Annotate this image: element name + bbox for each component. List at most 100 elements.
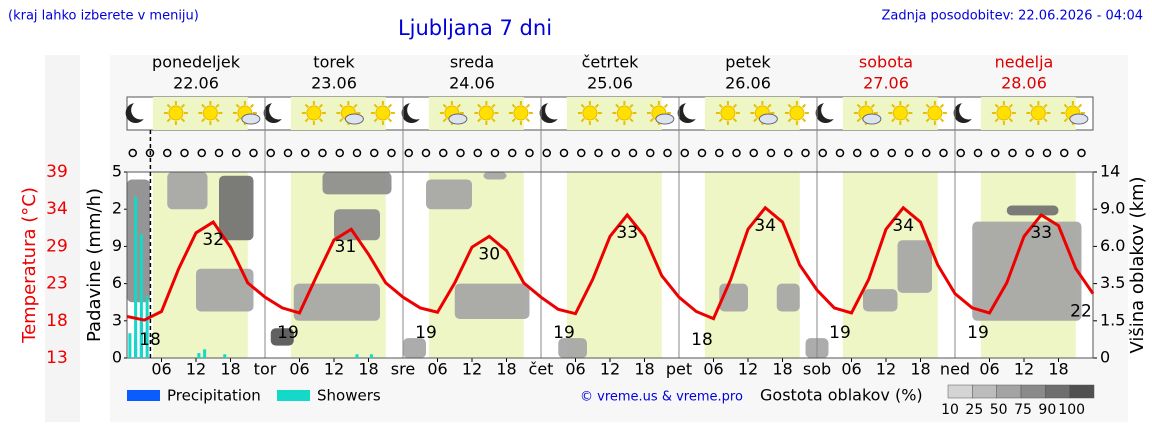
sun-ray — [491, 117, 496, 123]
wind-calm — [352, 148, 362, 158]
y3-tick-label: 9.0 — [1100, 199, 1125, 218]
y3-tick-label: 1.5 — [1100, 310, 1125, 329]
cloud-block — [776, 283, 800, 312]
sun-ray — [373, 103, 378, 109]
sun-ray — [477, 103, 482, 109]
day-date: 22.06 — [173, 74, 219, 93]
sun-ray — [353, 103, 358, 109]
wind-calm — [456, 148, 465, 158]
density-tick-label: 25 — [965, 402, 983, 418]
y3-label: Višina oblakov (km) — [1127, 176, 1148, 353]
day-name: nedelja — [995, 53, 1054, 72]
sun-ray — [787, 117, 792, 123]
y2-tick-label: 3 — [112, 310, 122, 329]
wind-calm — [421, 148, 431, 158]
density-swatch — [972, 384, 997, 399]
cloud-block — [972, 221, 1082, 321]
daylight — [566, 172, 662, 358]
wind-calm — [922, 148, 931, 158]
cloud-icon — [241, 113, 261, 125]
x-tick-label: 12 — [1014, 360, 1034, 379]
cloud-block — [483, 172, 507, 180]
x-tick-label: 06 — [979, 360, 999, 379]
sun-ray — [1029, 117, 1034, 123]
sun-icon — [892, 105, 908, 121]
y2-tick-label: 0 — [112, 348, 122, 367]
x-tick-label: 06 — [841, 360, 861, 379]
density-swatch — [1020, 384, 1046, 399]
sun-ray — [180, 117, 186, 123]
wind-calm — [663, 148, 672, 158]
wind-calm — [1025, 148, 1034, 158]
density-swatch — [996, 384, 1022, 399]
wind-calm — [749, 148, 758, 158]
wind-calm — [715, 148, 724, 158]
sun-ray — [456, 103, 462, 109]
precip-bar — [134, 196, 138, 358]
cloud-block — [897, 240, 932, 293]
day-name: ponedeljek — [152, 53, 241, 72]
sun-ray — [1008, 103, 1014, 109]
wind-calm — [301, 148, 310, 158]
wind-calm — [766, 148, 776, 158]
wind-calm — [542, 148, 551, 158]
precip-bar — [223, 354, 227, 358]
sun-ray — [249, 103, 255, 109]
chart-title: Ljubljana 7 dni — [398, 16, 552, 40]
wind-calm — [232, 148, 241, 158]
x-tick-label: pet — [666, 360, 692, 379]
day-date: 26.06 — [725, 74, 771, 93]
sun-ray — [1063, 117, 1068, 123]
wind-calm — [197, 148, 206, 158]
sun-ray — [235, 103, 240, 109]
sun-ray — [891, 117, 896, 123]
sun-ray — [580, 103, 585, 109]
day-date: 27.06 — [863, 74, 909, 93]
temperature-label: 22 — [1070, 302, 1092, 322]
temperature-label: 33 — [1030, 223, 1052, 243]
sun-icon — [789, 105, 805, 121]
x-tick-label: 12 — [876, 360, 896, 379]
moon-icon — [269, 100, 289, 120]
moon-icon — [683, 100, 703, 120]
density-tick-label: 50 — [990, 402, 1008, 418]
wind-calm — [439, 148, 448, 158]
sun-ray — [801, 117, 807, 123]
wind-calm — [594, 148, 603, 158]
sun-icon — [1030, 105, 1046, 121]
x-tick-label: 18 — [358, 360, 378, 379]
wind-calm — [646, 148, 655, 158]
updated: Zadnja posodobitev: 22.06.2026 - 04:04 — [881, 9, 1143, 24]
x-tick-label: 18 — [496, 360, 516, 379]
sun-ray — [201, 117, 206, 123]
sun-ray — [925, 103, 930, 109]
y-tick-label: 23 — [46, 274, 68, 294]
sun-ray — [801, 103, 807, 109]
legend-label: Precipitation — [167, 387, 261, 405]
wind-calm — [801, 148, 810, 158]
sun-ray — [339, 103, 344, 109]
wind-calm — [697, 148, 707, 158]
sun-icon — [202, 105, 218, 121]
wind-calm — [904, 148, 914, 158]
y-tick-label: 18 — [46, 311, 68, 331]
y2-tick-label: 5 — [112, 162, 122, 181]
sun-ray — [387, 117, 393, 123]
wind-calm — [577, 148, 586, 158]
note: (kraj lahko izberete v meniju) — [8, 9, 199, 24]
sun-ray — [1043, 117, 1048, 123]
y2-tick-label: 6 — [112, 273, 122, 292]
precip-bar — [369, 354, 373, 358]
wind-calm — [870, 148, 879, 158]
cloud-block — [403, 338, 426, 358]
wind-calm — [404, 148, 413, 158]
sun-ray — [525, 117, 531, 123]
cloud-block — [127, 179, 150, 303]
cloud-block — [167, 172, 208, 210]
wind-calm — [283, 148, 293, 158]
wind-calm — [973, 148, 983, 158]
sun-ray — [525, 103, 531, 109]
cloud-icon — [344, 113, 364, 125]
x-tick-label: 18 — [772, 360, 792, 379]
sun-ray — [511, 117, 516, 123]
